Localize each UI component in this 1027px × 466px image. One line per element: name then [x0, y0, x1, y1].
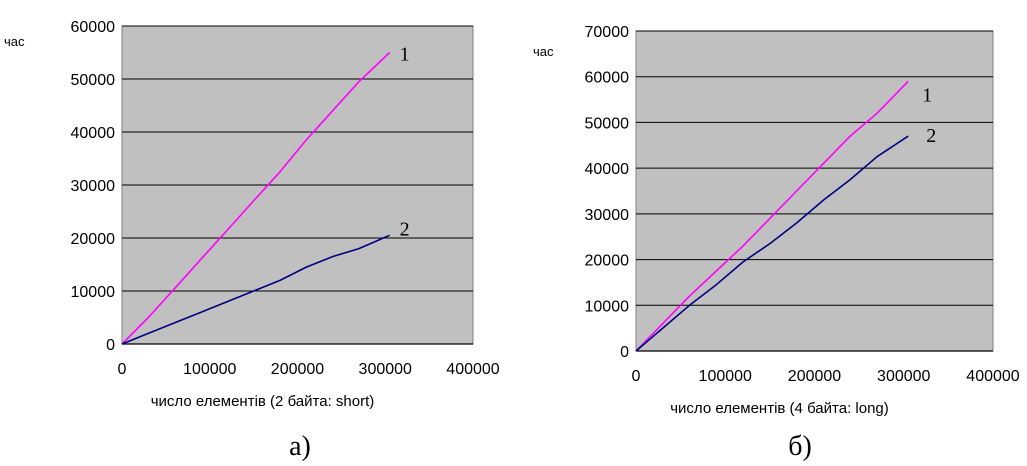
series-label-2: 2	[926, 125, 936, 147]
series-line-2	[121, 234, 390, 345]
series-lines-a: 12	[121, 44, 410, 345]
y-tick-label: 0	[620, 344, 629, 361]
y-tick-label: 50000	[585, 115, 630, 132]
y-tick-label: 40000	[585, 161, 630, 178]
tick-labels-b: 0 10000 20000 30000 40000 50000 60000 70000 0 100…	[585, 24, 1020, 385]
y-tick-label: 40000	[71, 125, 116, 142]
y-tick-label: 30000	[71, 178, 116, 195]
plot-area-b	[635, 30, 994, 352]
series-line-1	[121, 51, 391, 345]
gridlines-a	[122, 25, 473, 345]
x-tick-label: 400000	[966, 368, 1019, 385]
x-tick-label: 300000	[877, 368, 930, 385]
x-tick-label: 400000	[446, 361, 499, 378]
x-tick-label: 0	[118, 361, 127, 378]
y-tick-label: 50000	[71, 72, 116, 89]
x-tick-label: 200000	[271, 361, 324, 378]
x-axis-label-a: число елементів (2 байта: short)	[151, 393, 375, 410]
series-lines-b: 12	[635, 80, 936, 352]
gridlines-b	[636, 30, 993, 352]
x-tick-label: 0	[632, 368, 641, 385]
series-label-2: 2	[400, 218, 410, 240]
series-line-2	[635, 135, 909, 352]
x-tick-label: 300000	[359, 361, 412, 378]
series-label-1: 1	[922, 84, 932, 106]
y-tick-label: 60000	[585, 70, 630, 87]
y-axis-label-b: час	[533, 44, 554, 59]
y-tick-label: 10000	[71, 284, 116, 301]
y-tick-label: 30000	[585, 207, 630, 224]
tick-labels-a: 0 10000 20000 30000 40000 50000 60000 0 100000 20…	[71, 19, 500, 378]
y-tick-label: 70000	[585, 24, 630, 41]
x-tick-label: 100000	[183, 361, 236, 378]
series-label-1: 1	[400, 44, 410, 66]
caption-b: б)	[788, 431, 812, 462]
x-axis-label-b: число елементів (4 байта: long)	[670, 400, 889, 417]
y-tick-label: 20000	[71, 231, 116, 248]
x-tick-label: 100000	[699, 368, 752, 385]
y-axis-label-a: час	[4, 34, 25, 49]
caption-a: а)	[289, 431, 311, 462]
y-tick-label: 20000	[585, 253, 630, 270]
x-tick-label: 200000	[788, 368, 841, 385]
y-tick-label: 10000	[585, 298, 630, 315]
y-tick-label: 60000	[71, 19, 116, 36]
y-tick-label: 0	[106, 337, 115, 354]
chart-panel-b: 12 0100002000030000400005000060000700000…	[533, 24, 1020, 462]
series-line-1	[635, 80, 909, 352]
